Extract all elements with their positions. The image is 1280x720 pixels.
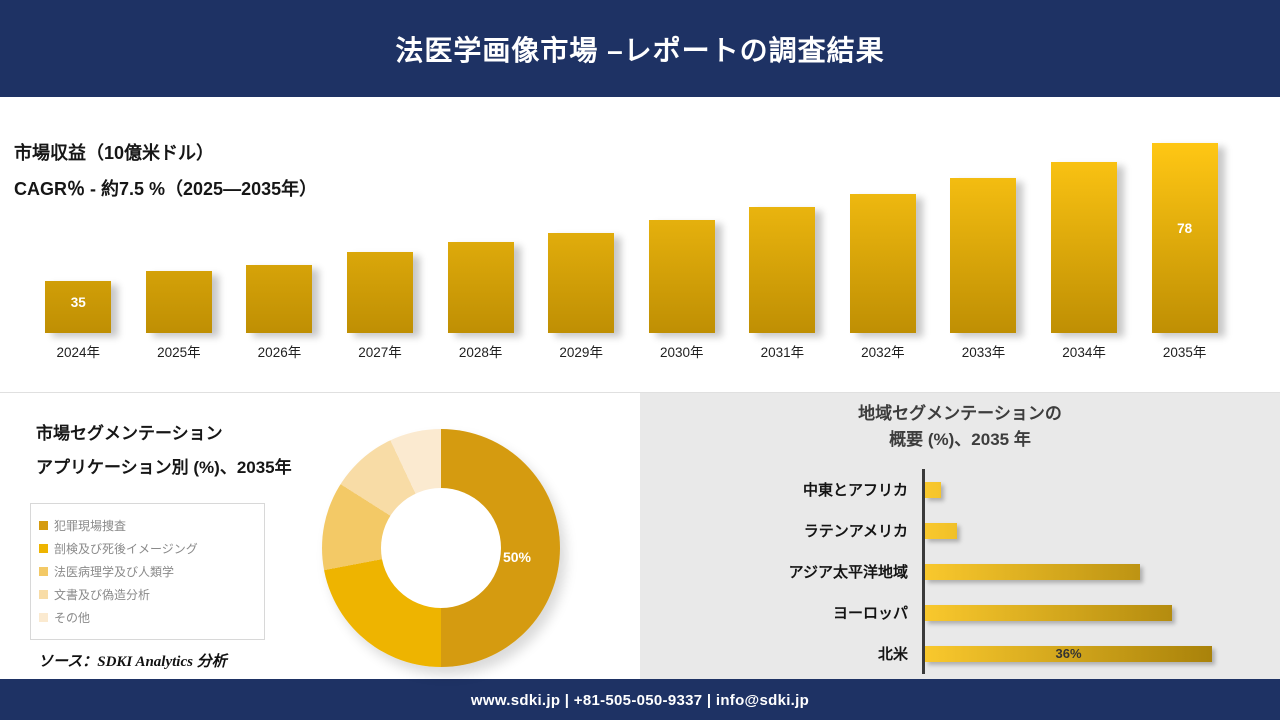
- revenue-bar-group-3: 2027年: [330, 252, 431, 360]
- regional-bar-track: [922, 469, 1256, 510]
- revenue-bar-group-0: 35 2024年: [28, 281, 129, 360]
- revenue-cagr-note: CAGR％ - 約7.5 %（2025―2035年）: [14, 179, 318, 199]
- footer-banner: www.sdki.jp | +81-505-050-9337 | info@sd…: [0, 679, 1280, 720]
- page-title: 法医学画像市場 –レポートの調査結果: [395, 34, 885, 66]
- revenue-bar-4: [447, 242, 514, 333]
- segmentation-legend: 犯罪現場捜査剖検及び死後イメージング 法医病理学及び人類学 文書及び偽造分析 その他: [30, 503, 265, 640]
- revenue-bar-2: [246, 265, 313, 333]
- header-banner: 法医学画像市場 –レポートの調査結果: [0, 0, 1280, 97]
- revenue-bar-10: [1051, 162, 1118, 333]
- regional-bar-2: [925, 563, 1140, 580]
- donut-value-label: 50%: [502, 549, 532, 565]
- revenue-bar-group-11: 78 2035年: [1134, 143, 1235, 360]
- regional-row-2: アジア太平洋地域: [648, 551, 1256, 592]
- revenue-bar-value-label: 78: [1177, 221, 1193, 236]
- legend-label: その他: [54, 611, 91, 625]
- revenue-bar-11: 78: [1151, 143, 1218, 333]
- regional-bar-chart: 中東とアフリカ ラテンアメリカアジア太平洋地域ヨーロッパ北米 36%: [648, 469, 1256, 674]
- regional-category-label: ラテンアメリカ: [803, 523, 908, 540]
- segmentation-title-line1: 市場セグメンテーション: [36, 424, 223, 443]
- revenue-year-label: 2024年: [56, 345, 101, 360]
- regional-chart-title: 地域セグメンテーションの 概要 (%)、2035 年: [640, 401, 1280, 452]
- legend-swatch-icon: [39, 521, 48, 530]
- regional-bar-3: [925, 604, 1172, 621]
- regional-category-label: アジア太平洋地域: [788, 564, 908, 581]
- regional-title-line2: 概要 (%)、2035 年: [889, 429, 1031, 449]
- legend-swatch-icon: [39, 567, 48, 576]
- regional-bar-track: [922, 551, 1256, 592]
- revenue-year-label: 2028年: [458, 345, 503, 360]
- regional-bar-track: 36%: [922, 633, 1256, 674]
- revenue-bar-5: [548, 233, 615, 333]
- regional-bar-track: [922, 592, 1256, 633]
- revenue-bar-group-1: 2025年: [129, 271, 230, 360]
- revenue-year-label: 2025年: [157, 345, 201, 360]
- revenue-bar-group-9: 2033年: [933, 178, 1034, 360]
- revenue-year-label: 2029年: [559, 345, 603, 360]
- revenue-bar-group-8: 2032年: [833, 194, 934, 360]
- regional-title-line1: 地域セグメンテーションの: [858, 404, 1062, 423]
- revenue-bar-group-6: 2030年: [631, 220, 732, 360]
- regional-bar-4: 36%: [925, 645, 1212, 662]
- revenue-year-label: 2027年: [358, 345, 402, 360]
- legend-label: 文書及び偽造分析: [54, 588, 151, 602]
- legend-swatch-icon: [39, 544, 48, 553]
- legend-item-4: その他: [39, 606, 256, 629]
- revenue-year-label: 2034年: [1062, 345, 1106, 360]
- revenue-year-label: 2035年: [1162, 345, 1207, 360]
- regional-category-label: ヨーロッパ: [832, 605, 908, 622]
- revenue-year-label: 2032年: [861, 345, 905, 360]
- regional-panel: 地域セグメンテーションの 概要 (%)、2035 年 中東とアフリカ ラテンアメリ…: [640, 393, 1280, 679]
- regional-row-3: ヨーロッパ: [648, 592, 1256, 633]
- regional-row-0: 中東とアフリカ: [648, 469, 1256, 510]
- regional-row-4: 北米 36%: [648, 633, 1256, 674]
- legend-item-1: 剖検及び死後イメージング: [39, 537, 256, 560]
- regional-category-label: 北米: [877, 646, 908, 663]
- revenue-bar-group-5: 2029年: [531, 233, 632, 360]
- legend-item-0: 犯罪現場捜査: [39, 514, 256, 537]
- revenue-bar-group-7: 2031年: [732, 207, 833, 360]
- regional-bar-0: [925, 481, 941, 498]
- regional-bar-1: [925, 522, 957, 539]
- legend-label: 剖検及び死後イメージング: [54, 542, 198, 556]
- regional-bar-value-label: 36%: [1055, 646, 1082, 661]
- segmentation-title-line2: アプリケーション別 (%)、2035年: [36, 458, 292, 477]
- revenue-bar-chart: 35 2024年 2025年 2026年 2027年 2028年 2029年 2030年 203…: [28, 143, 1235, 360]
- revenue-year-label: 2031年: [760, 345, 805, 360]
- revenue-bar-8: [849, 194, 916, 333]
- revenue-bar-0: 35: [45, 281, 112, 333]
- segmentation-panel: 市場セグメンテーション アプリケーション別 (%)、2035年 犯罪現場捜査剖検…: [0, 393, 640, 679]
- legend-item-3: 文書及び偽造分析: [39, 583, 256, 606]
- legend-label: 法医病理学及び人類学: [54, 565, 175, 579]
- bottom-section: 市場セグメンテーション アプリケーション別 (%)、2035年 犯罪現場捜査剖検…: [0, 392, 1280, 679]
- revenue-bar-group-2: 2026年: [229, 265, 330, 360]
- revenue-bar-1: [145, 271, 212, 333]
- revenue-bar-group-4: 2028年: [430, 242, 531, 360]
- revenue-chart-section: 市場収益（10億米ドル） CAGR％ - 約7.5 %（2025―2035年） …: [0, 97, 1280, 392]
- source-note: ソース：SDKI Analytics 分析: [38, 654, 227, 670]
- regional-bar-track: [922, 510, 1256, 551]
- revenue-axis-title: 市場収益（10億米ドル）: [14, 143, 215, 163]
- revenue-bar-group-10: 2034年: [1034, 162, 1135, 360]
- regional-category-label: 中東とアフリカ: [802, 482, 908, 499]
- footer-contact: www.sdki.jp | +81-505-050-9337 | info@sd…: [470, 691, 810, 709]
- revenue-bar-6: [648, 220, 715, 333]
- revenue-year-label: 2033年: [961, 345, 1006, 360]
- legend-label: 犯罪現場捜査: [54, 519, 127, 533]
- revenue-bar-9: [950, 178, 1017, 333]
- regional-row-1: ラテンアメリカ: [648, 510, 1256, 551]
- legend-swatch-icon: [39, 613, 48, 622]
- revenue-year-label: 2030年: [659, 345, 704, 360]
- legend-swatch-icon: [39, 590, 48, 599]
- revenue-bar-3: [347, 252, 414, 333]
- revenue-bar-7: [749, 207, 816, 333]
- revenue-bar-value-label: 35: [70, 295, 86, 310]
- segmentation-donut-chart: 50%: [322, 429, 560, 667]
- revenue-year-label: 2026年: [257, 345, 302, 360]
- legend-item-2: 法医病理学及び人類学: [39, 560, 256, 583]
